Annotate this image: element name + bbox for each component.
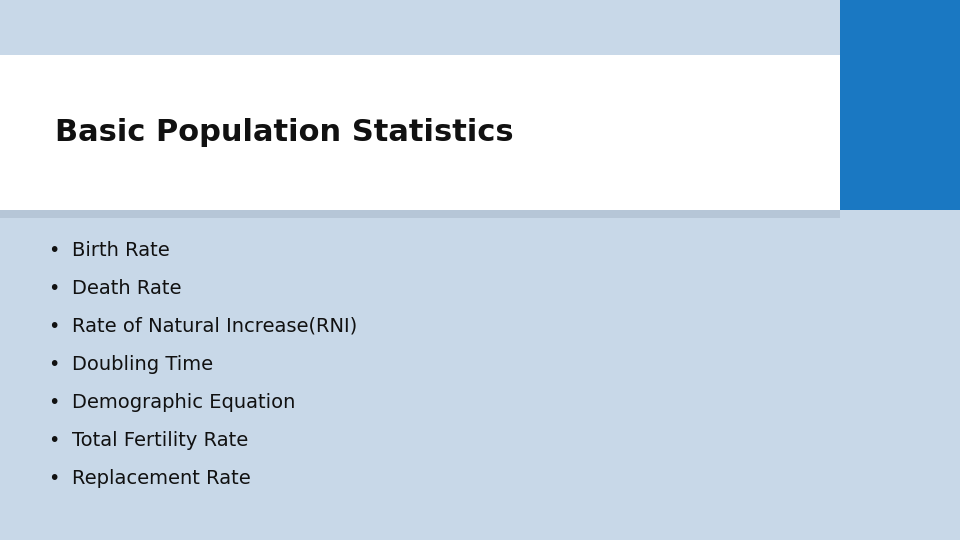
Text: Doubling Time: Doubling Time	[72, 354, 213, 374]
Bar	[0, 55, 960, 210]
Text: Total Fertility Rate: Total Fertility Rate	[72, 430, 249, 449]
Text: •: •	[48, 240, 60, 260]
Text: Basic Population Statistics: Basic Population Statistics	[55, 118, 514, 147]
Text: Death Rate: Death Rate	[72, 279, 181, 298]
Text: •: •	[48, 279, 60, 298]
Text: •: •	[48, 316, 60, 335]
Bar	[840, 0, 960, 210]
Text: Replacement Rate: Replacement Rate	[72, 469, 251, 488]
Text: Demographic Equation: Demographic Equation	[72, 393, 296, 411]
Text: •: •	[48, 430, 60, 449]
Text: Rate of Natural Increase(RNI): Rate of Natural Increase(RNI)	[72, 316, 357, 335]
Text: Birth Rate: Birth Rate	[72, 240, 170, 260]
Bar	[0, 210, 840, 218]
Text: •: •	[48, 354, 60, 374]
Text: •: •	[48, 393, 60, 411]
Text: •: •	[48, 469, 60, 488]
